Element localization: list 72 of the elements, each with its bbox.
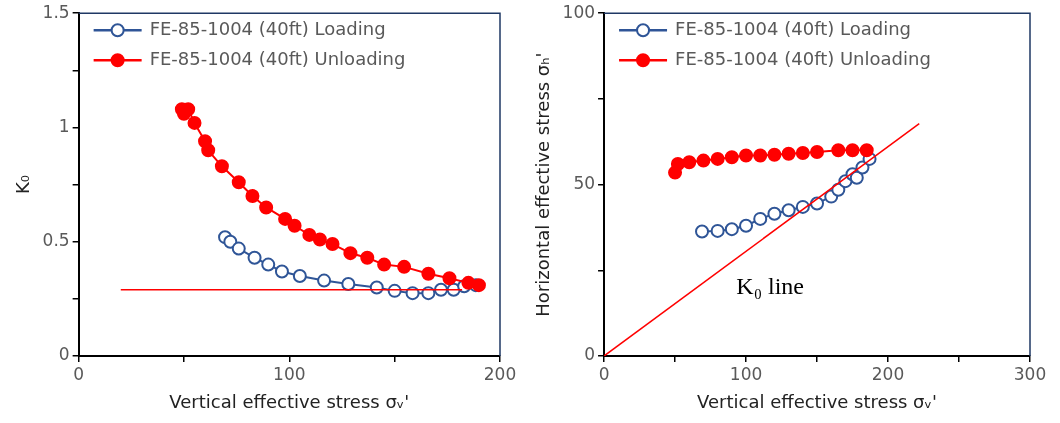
point bbox=[682, 155, 697, 170]
y-tick-label: 1 bbox=[58, 115, 70, 136]
point bbox=[710, 151, 725, 166]
point bbox=[695, 224, 710, 239]
point bbox=[781, 146, 796, 161]
point bbox=[859, 143, 874, 158]
annotation: K₀ line bbox=[736, 272, 805, 299]
y-tick-label: 0 bbox=[58, 344, 70, 365]
point bbox=[231, 241, 246, 256]
legend-label: FE-85-1004 (40ft) Loading bbox=[675, 17, 911, 39]
point bbox=[312, 232, 327, 247]
point bbox=[845, 143, 860, 158]
point bbox=[317, 273, 332, 288]
point bbox=[739, 218, 754, 233]
point bbox=[670, 157, 685, 172]
y-tick-label: 100 bbox=[562, 1, 596, 22]
point bbox=[421, 286, 436, 301]
point bbox=[831, 143, 846, 158]
x-tick-label: 100 bbox=[729, 363, 763, 384]
x-tick-label: 100 bbox=[273, 363, 306, 384]
point bbox=[369, 280, 384, 295]
point bbox=[231, 175, 246, 190]
point bbox=[287, 218, 302, 233]
y-axis-title: K₀ bbox=[12, 175, 34, 195]
point bbox=[278, 211, 293, 226]
y-tick-label: 0 bbox=[584, 344, 596, 365]
point bbox=[214, 159, 229, 174]
point bbox=[245, 189, 260, 204]
point bbox=[710, 223, 725, 238]
point bbox=[795, 146, 810, 161]
x-tick-label: 300 bbox=[1013, 363, 1047, 384]
point bbox=[377, 257, 392, 272]
x-axis-title: Vertical effective stress σᵥ' bbox=[169, 390, 410, 412]
point bbox=[421, 266, 436, 281]
point bbox=[343, 246, 358, 261]
legend-label: FE-85-1004 (40ft) Unloading bbox=[149, 47, 406, 69]
point bbox=[442, 271, 457, 286]
point bbox=[247, 250, 262, 265]
point bbox=[810, 145, 825, 160]
point bbox=[274, 264, 289, 279]
point bbox=[724, 222, 739, 237]
y-tick-label: 50 bbox=[573, 173, 596, 194]
x-tick-label: 200 bbox=[483, 363, 517, 384]
point bbox=[201, 143, 216, 158]
point bbox=[767, 206, 782, 221]
point bbox=[292, 269, 307, 284]
point bbox=[341, 277, 356, 292]
x-tick-label: 0 bbox=[73, 363, 85, 384]
point bbox=[302, 227, 317, 242]
point bbox=[187, 115, 202, 130]
point bbox=[259, 200, 274, 215]
y-axis-title: Horizontal effective stress σₕ' bbox=[532, 52, 554, 317]
y-tick-label: 1.5 bbox=[42, 1, 70, 22]
point bbox=[753, 211, 768, 226]
point bbox=[724, 150, 739, 165]
x-tick-label: 0 bbox=[598, 363, 610, 384]
point bbox=[767, 147, 782, 162]
point bbox=[325, 237, 340, 252]
legend-label: FE-85-1004 (40ft) Loading bbox=[149, 17, 386, 39]
point bbox=[360, 250, 375, 265]
point bbox=[739, 148, 754, 163]
x-tick-label: 200 bbox=[871, 363, 905, 384]
point bbox=[696, 153, 711, 168]
point bbox=[405, 286, 420, 301]
point bbox=[397, 259, 412, 274]
legend-label: FE-85-1004 (40ft) Unloading bbox=[675, 47, 931, 69]
point bbox=[781, 203, 796, 218]
y-tick-label: 0.5 bbox=[42, 230, 70, 251]
x-axis-title: Vertical effective stress σᵥ' bbox=[697, 390, 937, 412]
point bbox=[849, 170, 864, 185]
point bbox=[753, 148, 768, 163]
point bbox=[261, 257, 276, 272]
